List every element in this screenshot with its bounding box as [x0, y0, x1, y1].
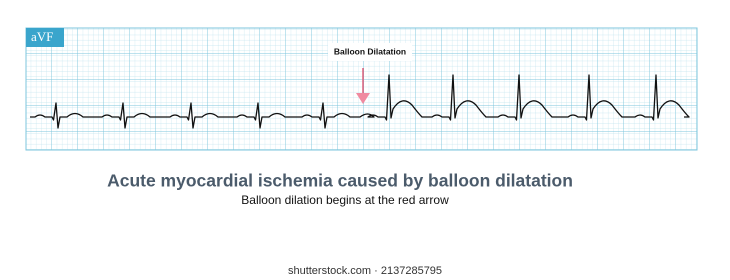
ecg-trace	[30, 74, 690, 129]
arrow-head	[356, 93, 370, 104]
caption-subtitle: Balloon dilation begins at the red arrow	[241, 193, 449, 207]
watermark: shutterstock.com · 2137285795	[288, 265, 442, 277]
caption-title: Acute myocardial ischemia caused by ball…	[107, 171, 573, 191]
lead-badge	[26, 28, 64, 47]
lead-label: aVF	[31, 29, 53, 44]
annotation: Balloon Dilatation	[334, 46, 406, 56]
annotation-box	[328, 43, 412, 61]
